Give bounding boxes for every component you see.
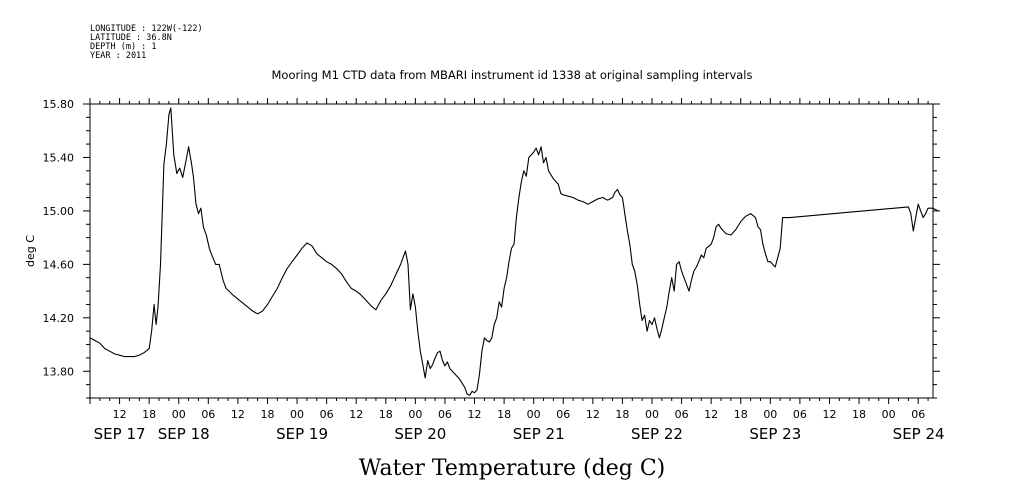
metadata-block: LONGITUDE : 122W(-122) LATITUDE : 36.8N …: [90, 24, 203, 61]
day-label: SEP 22: [631, 425, 683, 443]
y-tick-label: 14.20: [43, 312, 75, 325]
day-label: SEP 23: [749, 425, 801, 443]
y-tick-label: 15.80: [43, 98, 75, 111]
meta-depth: DEPTH (m) : 1: [90, 42, 157, 52]
x-tick-label: 00: [882, 408, 896, 421]
x-tick-label: 06: [201, 408, 215, 421]
x-tick-label: 12: [113, 408, 127, 421]
day-label: SEP 18: [158, 425, 210, 443]
x-tick-label: 18: [615, 408, 629, 421]
x-tick-label: 06: [556, 408, 570, 421]
x-tick-label: 00: [527, 408, 541, 421]
x-tick-label: 06: [911, 408, 925, 421]
day-label: SEP 19: [276, 425, 328, 443]
x-tick-label: 12: [468, 408, 482, 421]
x-tick-label: 18: [852, 408, 866, 421]
x-tick-label: 12: [822, 408, 836, 421]
x-tick-label: 06: [438, 408, 452, 421]
day-label: SEP 17: [94, 425, 146, 443]
day-label: SEP 24: [893, 425, 945, 443]
meta-longitude: LONGITUDE : 122W(-122): [90, 24, 203, 34]
y-tick-labels: 13.80 14.20 14.60 15.00 15.40 15.80: [43, 98, 75, 378]
axis-ticks: [83, 98, 940, 404]
x-tick-label: 18: [734, 408, 748, 421]
x-tick-label: 12: [349, 408, 363, 421]
x-tick-label: 12: [231, 408, 245, 421]
x-tick-label: 00: [763, 408, 777, 421]
x-tick-label: 06: [675, 408, 689, 421]
y-tick-label: 14.60: [43, 258, 75, 271]
day-label: SEP 21: [513, 425, 565, 443]
y-axis-label: deg C: [24, 235, 37, 267]
x-axis-label: Water Temperature (deg C): [359, 456, 666, 481]
x-tick-label: 06: [320, 408, 334, 421]
meta-year: YEAR : 2011: [90, 51, 146, 61]
day-label: SEP 20: [394, 425, 446, 443]
x-tick-label: 18: [260, 408, 274, 421]
x-tick-label: 06: [793, 408, 807, 421]
x-tick-label: 18: [379, 408, 393, 421]
x-tick-label: 00: [290, 408, 304, 421]
x-tick-label: 12: [586, 408, 600, 421]
y-tick-label: 15.40: [43, 151, 75, 164]
meta-latitude: LATITUDE : 36.8N: [90, 33, 172, 43]
x-tick-label: 00: [645, 408, 659, 421]
x-tick-labels: 12 18 00 06 12 18 00 06 12 18 00 06 12 18 00 06 12 18 00 06…: [113, 408, 926, 421]
x-tick-label: 00: [172, 408, 186, 421]
y-tick-label: 15.00: [43, 205, 75, 218]
y-tick-label: 13.80: [43, 365, 75, 378]
chart-title: Mooring M1 CTD data from MBARI instrumen…: [272, 68, 753, 82]
x-tick-label: 18: [497, 408, 511, 421]
series-line: [89, 107, 939, 396]
day-labels: SEP 17 SEP 18 SEP 19 SEP 20 SEP 21 SEP 22 SEP …: [94, 425, 945, 443]
x-tick-label: 18: [142, 408, 156, 421]
x-tick-label: 00: [408, 408, 422, 421]
series-group: [89, 107, 939, 396]
x-tick-label: 12: [704, 408, 718, 421]
